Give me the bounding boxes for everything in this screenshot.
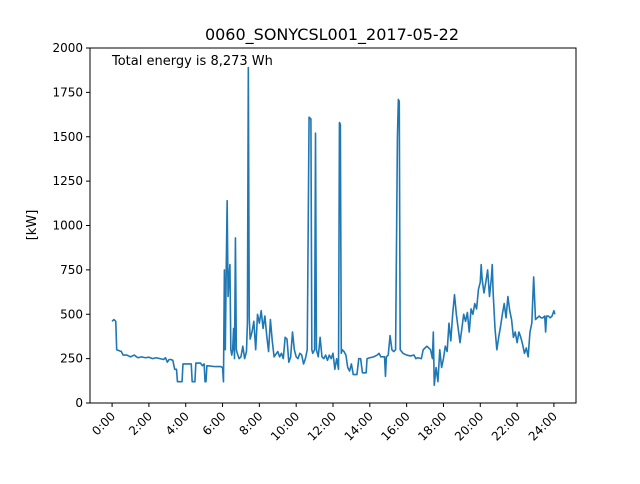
y-tick-label: 250	[60, 352, 83, 366]
y-tick-label: 2000	[52, 41, 83, 55]
y-axis-label: [kW]	[25, 210, 40, 241]
y-tick-label: 0	[75, 396, 83, 410]
y-tick-label: 1000	[52, 219, 83, 233]
plot-area	[111, 66, 556, 387]
chart-title: 0060_SONYCSL001_2017-05-22	[205, 25, 459, 45]
y-tick-label: 500	[60, 307, 83, 321]
y-tick-label: 1250	[52, 174, 83, 188]
y-tick-label: 1750	[52, 85, 83, 99]
y-tick-label: 750	[60, 263, 83, 277]
series-line-0	[111, 66, 556, 387]
y-axis: 0 250 500 750 1000 1250 1500 1750 2000	[52, 41, 90, 410]
y-tick-label: 1500	[52, 130, 83, 144]
total-energy-annotation: Total energy is 8,273 Wh	[111, 54, 273, 69]
